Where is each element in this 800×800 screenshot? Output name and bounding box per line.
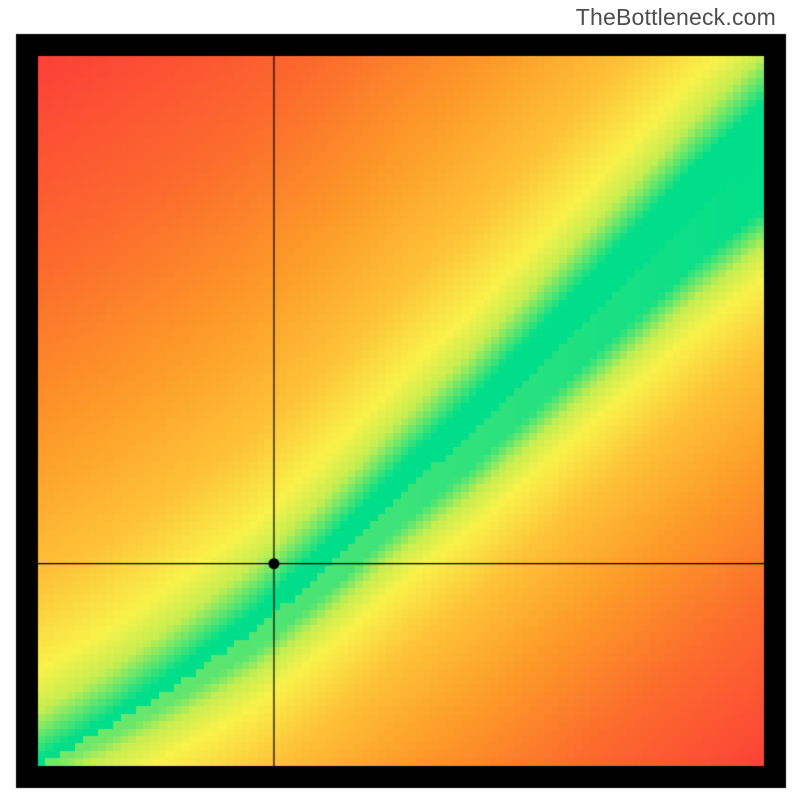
watermark-text: TheBottleneck.com (576, 4, 776, 31)
heatmap-canvas (0, 0, 800, 800)
chart-container: TheBottleneck.com (0, 0, 800, 800)
